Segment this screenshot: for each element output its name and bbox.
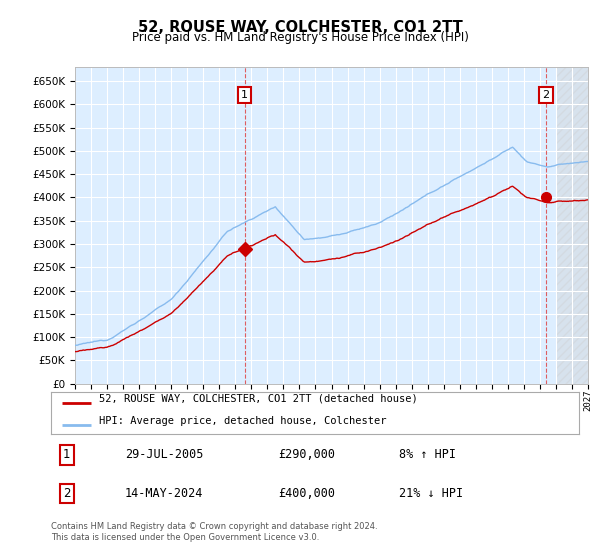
Text: 2: 2 — [542, 90, 550, 100]
Text: Price paid vs. HM Land Registry's House Price Index (HPI): Price paid vs. HM Land Registry's House … — [131, 31, 469, 44]
Text: 52, ROUSE WAY, COLCHESTER, CO1 2TT: 52, ROUSE WAY, COLCHESTER, CO1 2TT — [137, 20, 463, 35]
Bar — [556, 67, 596, 384]
Text: £400,000: £400,000 — [278, 487, 335, 500]
Text: 2: 2 — [63, 487, 71, 500]
Text: 8% ↑ HPI: 8% ↑ HPI — [400, 449, 457, 461]
Text: Contains HM Land Registry data © Crown copyright and database right 2024.: Contains HM Land Registry data © Crown c… — [51, 522, 377, 531]
Text: HPI: Average price, detached house, Colchester: HPI: Average price, detached house, Colc… — [98, 416, 386, 426]
Text: 52, ROUSE WAY, COLCHESTER, CO1 2TT (detached house): 52, ROUSE WAY, COLCHESTER, CO1 2TT (deta… — [98, 393, 417, 403]
Text: 14-MAY-2024: 14-MAY-2024 — [125, 487, 203, 500]
Text: 1: 1 — [63, 449, 71, 461]
Text: 1: 1 — [241, 90, 248, 100]
Text: 21% ↓ HPI: 21% ↓ HPI — [400, 487, 464, 500]
Text: 29-JUL-2005: 29-JUL-2005 — [125, 449, 203, 461]
Text: This data is licensed under the Open Government Licence v3.0.: This data is licensed under the Open Gov… — [51, 533, 319, 542]
Text: £290,000: £290,000 — [278, 449, 335, 461]
